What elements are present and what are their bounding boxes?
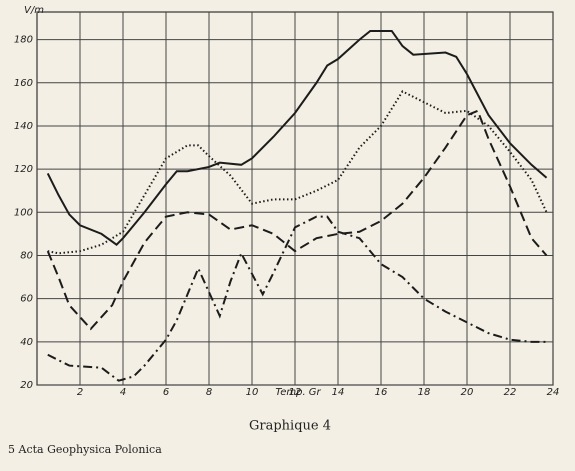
caption: Graphique 4 [249, 419, 331, 434]
x-tick-label: 4 [120, 387, 126, 398]
x-tick-label: 14 [332, 387, 345, 398]
x-tick-label: 2 [77, 387, 83, 398]
series-line [47, 215, 547, 382]
x-tick-label: 12 [289, 387, 302, 398]
x-tick-label: 16 [375, 387, 388, 398]
series-line [46, 109, 548, 331]
x-tick-label: 20 [461, 387, 474, 398]
x-tick-label: 10 [246, 387, 259, 398]
y-tick-label: 40 [20, 337, 33, 348]
series-line [46, 29, 548, 246]
x-tick-label: 22 [504, 387, 517, 398]
y-tick-label: 80 [20, 250, 33, 261]
y-tick-label: 180 [14, 35, 33, 46]
series-line [47, 90, 548, 255]
x-axis-label: Temp. Gr [275, 387, 321, 398]
footer: 5 Acta Geophysica Polonica [8, 443, 162, 456]
y-tick-label: 60 [20, 294, 33, 305]
y-tick-label: 140 [14, 121, 33, 132]
y-tick-label: 120 [14, 164, 33, 175]
x-tick-label: 24 [547, 387, 560, 398]
y-tick-label: 20 [20, 380, 33, 391]
x-tick-label: 18 [418, 387, 431, 398]
y-unit-label: V/m [24, 5, 44, 16]
x-tick-label: 6 [163, 387, 169, 398]
y-tick-label: 100 [14, 207, 33, 218]
y-tick-label: 160 [14, 78, 33, 89]
x-tick-label: 8 [206, 387, 212, 398]
